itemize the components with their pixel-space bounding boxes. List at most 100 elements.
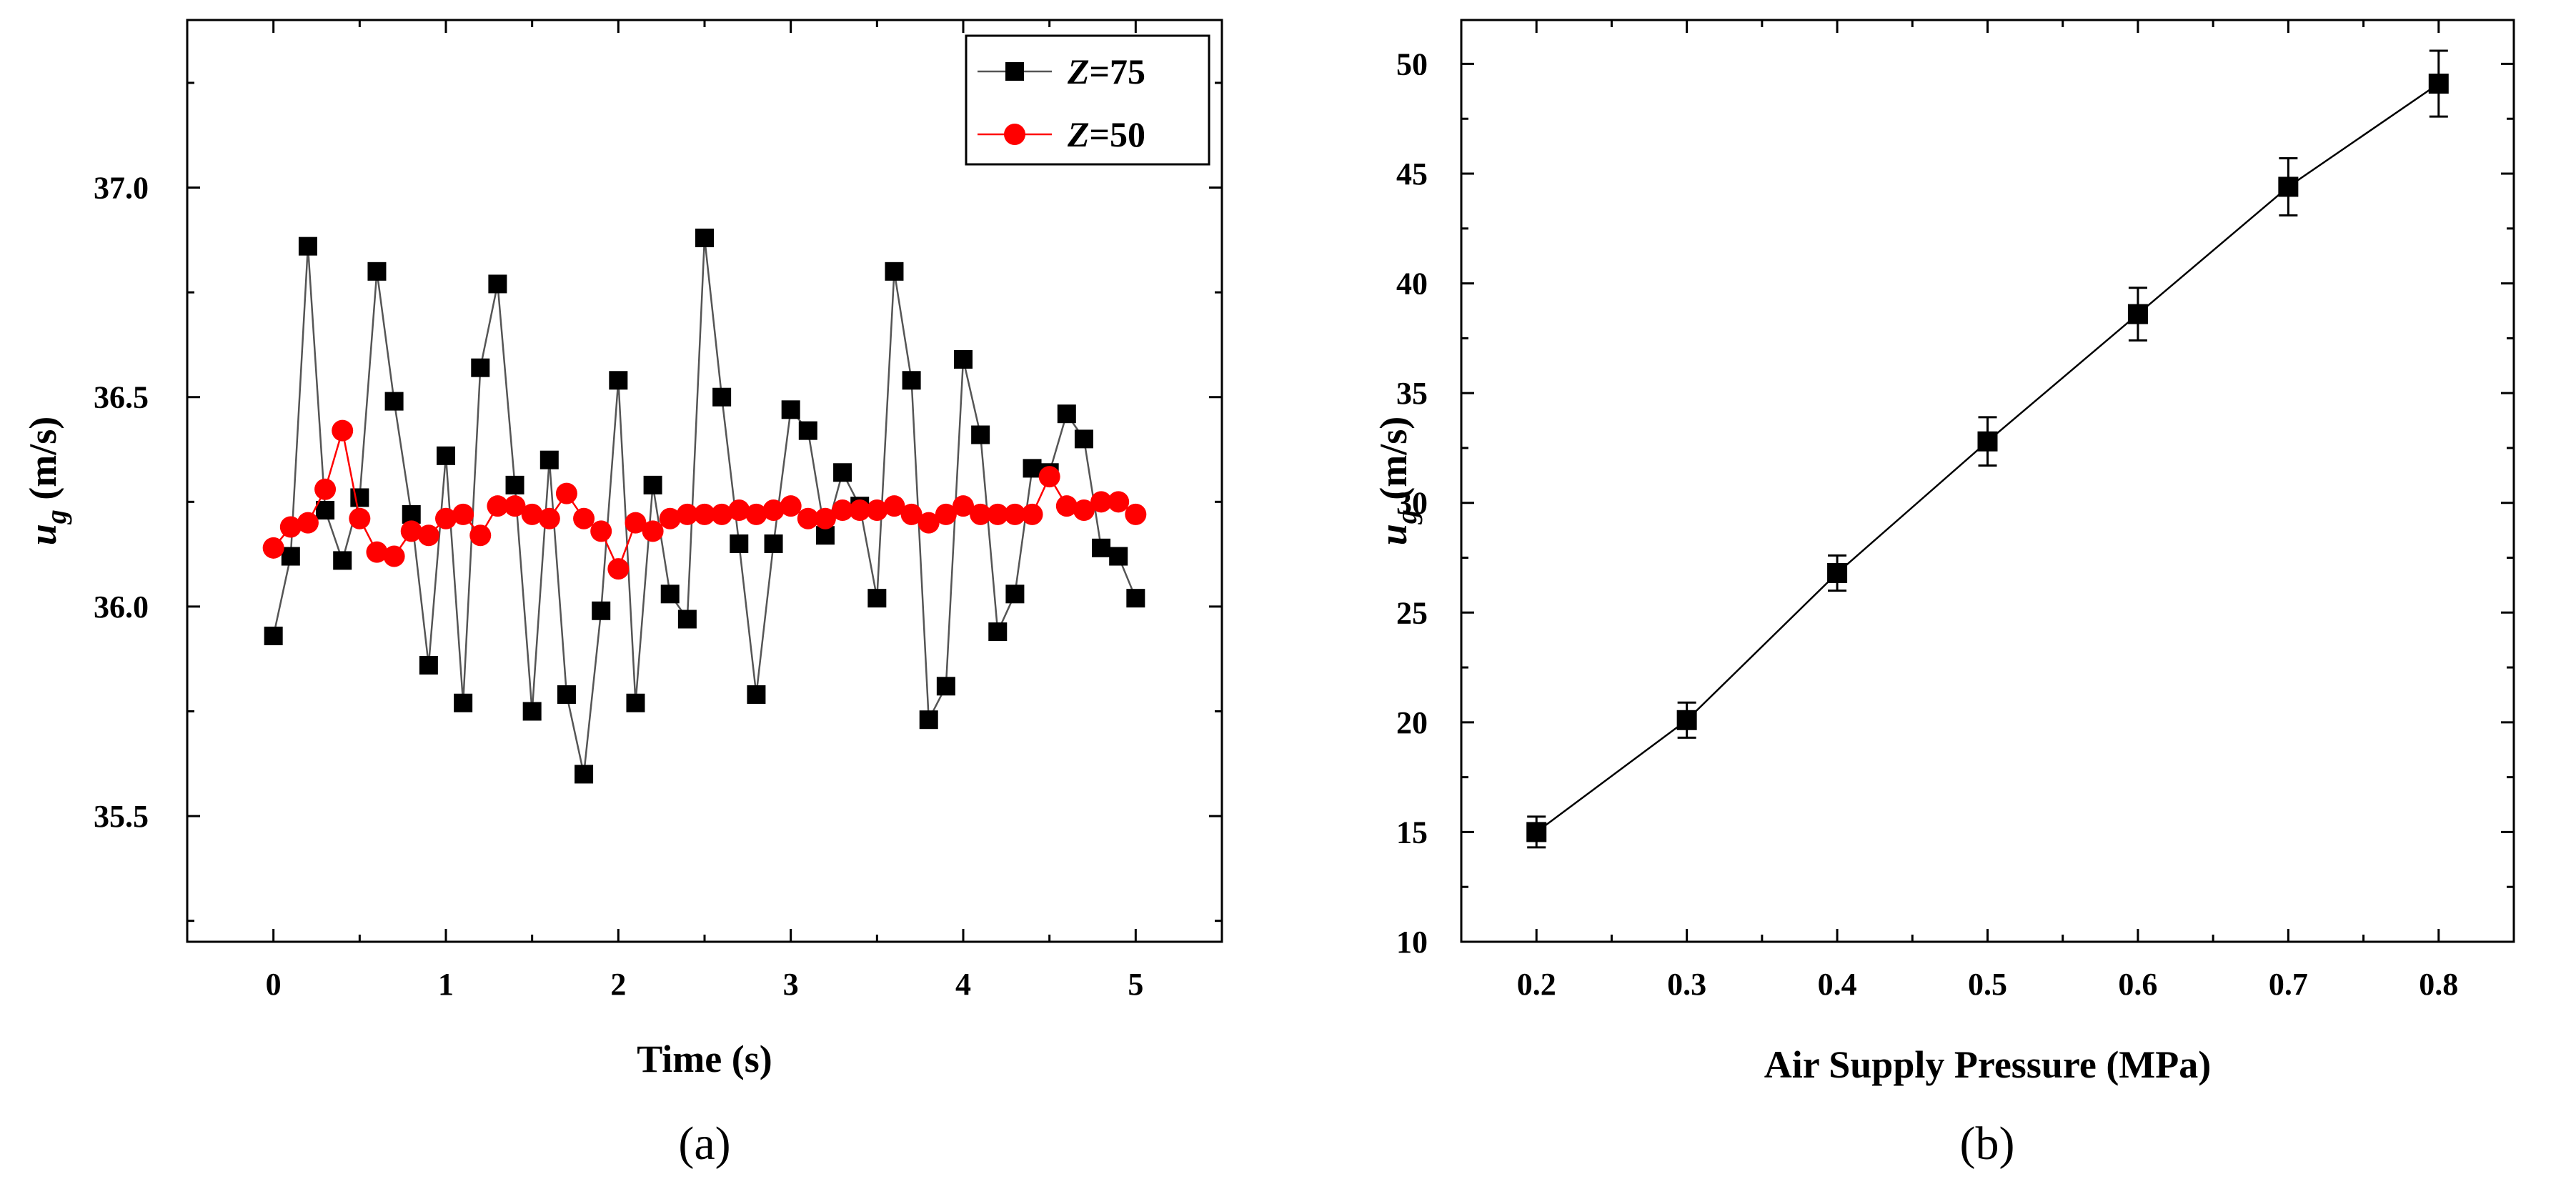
y-tick-label: 25 [1396, 595, 1428, 630]
data-point [1021, 503, 1043, 525]
legend-label: Z=50 [1067, 114, 1145, 154]
data-point [1676, 710, 1697, 730]
data-point [781, 400, 800, 419]
data-point [883, 495, 905, 517]
y-label-subscript: g [40, 509, 72, 524]
data-point [643, 475, 662, 494]
data-point [488, 274, 507, 294]
x-tick-label: 0.7 [2269, 967, 2308, 1002]
legend-box [965, 34, 1210, 166]
data-point [1004, 503, 1026, 525]
panel-label: (b) [1960, 1118, 2015, 1170]
y-tick-label: 35 [1396, 376, 1428, 411]
x-tick-label: 0.2 [1517, 967, 1556, 1002]
data-point [452, 503, 474, 525]
data-point [262, 537, 284, 559]
x-tick-label: 0.6 [2118, 967, 2157, 1002]
data-point [1109, 547, 1128, 566]
legend-label: Z=75 [1067, 51, 1145, 91]
data-point [316, 501, 335, 520]
legend-label-value: =50 [1090, 114, 1146, 154]
data-point [1057, 404, 1076, 424]
x-tick-label: 4 [955, 967, 971, 1002]
y-axis-label: ug (m/s) [1372, 417, 1423, 546]
data-point [747, 685, 766, 705]
x-tick-label: 2 [610, 967, 626, 1002]
data-point [728, 499, 750, 522]
x-tick-label: 0.8 [2419, 967, 2458, 1002]
y-label-symbol: u [21, 524, 64, 545]
data-point [833, 463, 852, 482]
data-point [1005, 584, 1025, 604]
data-point [314, 478, 337, 500]
y-label-unit: (m/s) [1372, 417, 1415, 509]
data-point [332, 419, 354, 442]
data-point [349, 507, 371, 529]
data-point [676, 503, 698, 525]
data-point [469, 524, 492, 547]
data-point [1090, 491, 1113, 513]
data-point [917, 512, 940, 534]
data-point [279, 516, 302, 538]
data-point [1125, 503, 1147, 525]
data-point [609, 371, 628, 390]
data-point [919, 710, 938, 730]
data-point [505, 475, 524, 494]
data-point [832, 499, 854, 522]
data-point [607, 558, 630, 580]
data-point [555, 482, 577, 504]
data-point [592, 601, 611, 620]
data-point [573, 507, 595, 529]
data-point [471, 358, 490, 377]
y-axis-label: ug (m/s) [21, 417, 72, 546]
y-tick-label: 45 [1396, 156, 1428, 191]
y-tick-label: 36.0 [94, 590, 149, 625]
data-point [437, 446, 455, 465]
x-axis-label: Time (s) [637, 1038, 772, 1080]
data-point [659, 507, 681, 529]
data-point [798, 421, 817, 440]
data-point [557, 685, 576, 705]
data-point [521, 503, 543, 525]
data-point [902, 371, 921, 390]
data-point [538, 507, 560, 529]
data-point [384, 392, 404, 411]
data-point [642, 520, 664, 542]
plot-frame [1460, 19, 2515, 943]
legend-label-var: Z [1067, 51, 1090, 91]
y-label-unit: (m/s) [21, 417, 64, 509]
y-tick-label: 50 [1396, 46, 1428, 81]
series-line-1 [272, 430, 1137, 572]
y-tick-label: 20 [1396, 705, 1428, 740]
data-point [1108, 491, 1130, 513]
data-point [1074, 429, 1093, 449]
data-point [695, 228, 714, 247]
data-point [780, 495, 802, 517]
data-point [539, 450, 559, 469]
x-axis-label: Air Supply Pressure (MPa) [1764, 1043, 2212, 1086]
data-point [1055, 495, 1078, 517]
data-point [350, 488, 369, 507]
data-point [694, 503, 715, 525]
data-point [711, 503, 733, 525]
data-point [988, 622, 1008, 642]
y-tick-label: 36.5 [94, 380, 149, 415]
data-point [590, 520, 612, 542]
data-point [298, 237, 317, 256]
x-tick-label: 0.5 [1968, 967, 2007, 1002]
data-point [1038, 466, 1060, 488]
x-tick-label: 0.4 [1818, 967, 1857, 1002]
data-point [745, 503, 767, 525]
data-point [677, 610, 697, 629]
data-point [264, 626, 283, 645]
x-tick-label: 1 [438, 967, 454, 1002]
data-point [575, 765, 594, 784]
data-point [971, 425, 990, 444]
y-label-subscript: g [1391, 509, 1423, 524]
data-point [867, 589, 887, 608]
data-point [435, 507, 457, 529]
data-point [987, 503, 1009, 525]
data-point [970, 503, 992, 525]
data-point [1827, 563, 1848, 583]
